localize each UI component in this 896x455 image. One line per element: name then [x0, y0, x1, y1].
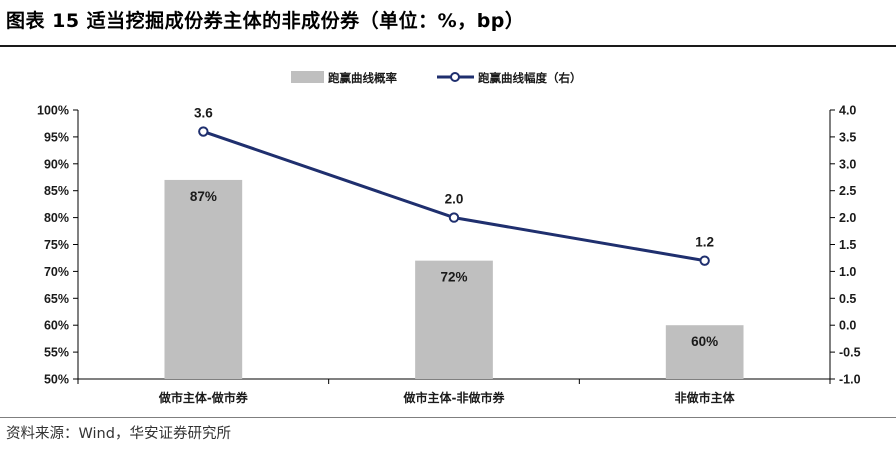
- right-tick-label: 1.5: [839, 238, 856, 252]
- line-value-label: 1.2: [695, 235, 714, 250]
- left-tick-label: 60%: [44, 319, 69, 333]
- left-tick-label: 90%: [44, 157, 69, 171]
- right-tick-label: 4.0: [839, 104, 856, 118]
- x-axis-ticks: [77, 379, 831, 384]
- right-tick-label: 2.5: [839, 184, 856, 198]
- right-tick-label: 2.0: [839, 211, 856, 225]
- title-divider: [0, 45, 896, 47]
- right-tick-label: 3.0: [839, 157, 856, 171]
- legend-swatch-bar: [291, 71, 324, 83]
- bar-value-labels: 87% 72% 60%: [190, 189, 718, 349]
- right-tick-label: 3.5: [839, 130, 856, 144]
- legend: 跑赢曲线概率 跑赢曲线幅度（右）: [291, 71, 582, 85]
- legend-swatch-marker: [450, 72, 460, 82]
- bar-series: [164, 179, 744, 379]
- left-tick-label: 50%: [44, 373, 69, 387]
- left-tick-label: 75%: [44, 238, 69, 252]
- right-tick-label: -1.0: [839, 373, 861, 387]
- line-value-label: 2.0: [445, 192, 464, 207]
- left-tick-label: 65%: [44, 292, 69, 306]
- bar: [415, 260, 493, 379]
- right-tick-label: -0.5: [839, 346, 861, 360]
- line-point: [448, 212, 460, 223]
- legend-label-line: 跑赢曲线幅度（右）: [478, 71, 582, 85]
- left-tick-label: 55%: [44, 346, 69, 360]
- bar: [164, 179, 243, 379]
- right-tick-label: 1.0: [839, 265, 856, 279]
- category-labels: 做市主体-做市券 做市主体-非做市券 非做市主体: [158, 390, 736, 405]
- line-series: 3.6 2.0 1.2: [194, 106, 714, 266]
- left-axis-ticks: 50% 55% 60% 65% 70% 75% 80% 85% 90% 95% 100%: [37, 104, 78, 387]
- combo-chart: 跑赢曲线概率 跑赢曲线幅度（右） 50% 55% 60% 65% 70% 75% 80% 85…: [37, 71, 861, 405]
- category-label: 做市主体-非做市券: [403, 390, 506, 405]
- category-label: 非做市主体: [675, 390, 736, 405]
- right-tick-label: 0.5: [839, 292, 856, 306]
- left-tick-label: 70%: [44, 265, 69, 279]
- category-label: 做市主体-做市券: [158, 390, 249, 405]
- line-point: [699, 255, 710, 266]
- line-value-label: 3.6: [194, 106, 213, 121]
- bar: [665, 325, 744, 379]
- line-point: [198, 126, 209, 137]
- legend-label-bar: 跑赢曲线概率: [328, 71, 397, 85]
- figure-title: 图表 15 适当挖掘成份券主体的非成份券（单位：%，bp）: [6, 10, 525, 32]
- bar-value-label: 72%: [440, 270, 467, 285]
- left-tick-label: 85%: [44, 184, 69, 198]
- right-tick-label: 0.0: [839, 319, 856, 333]
- bar-value-label: 87%: [190, 189, 217, 204]
- source-divider: [0, 417, 896, 418]
- right-axis-ticks: -1.0 -0.5 0.0 0.5 1.0 1.5 2.0 2.5 3.0 3.5 4.0: [830, 104, 861, 387]
- source-note: 资料来源：Wind，华安证券研究所: [6, 426, 231, 442]
- bar-value-label: 60%: [691, 334, 718, 349]
- left-tick-label: 80%: [44, 211, 69, 225]
- left-tick-label: 95%: [44, 130, 69, 144]
- left-tick-label: 100%: [37, 104, 69, 118]
